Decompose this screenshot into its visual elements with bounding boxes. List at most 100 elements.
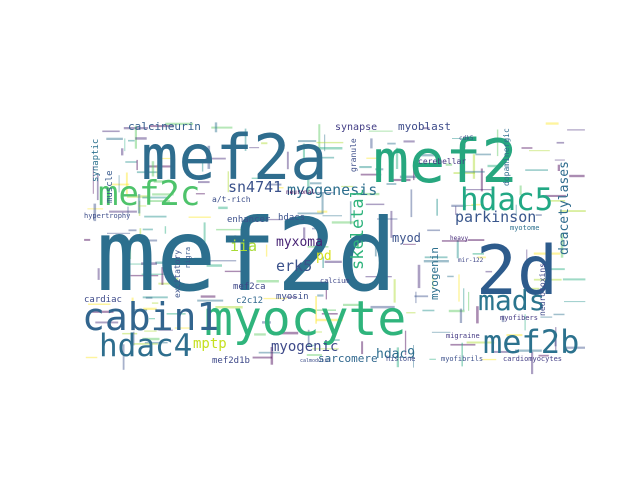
tiny-word-mark xyxy=(526,249,528,267)
word-heavy: heavy xyxy=(450,235,468,242)
tiny-word-mark xyxy=(308,159,322,161)
word-myogenic: myogenic xyxy=(271,339,338,355)
tiny-word-mark xyxy=(305,331,322,333)
tiny-word-mark xyxy=(321,192,324,214)
tiny-word-mark xyxy=(540,316,553,318)
word-mef2b: mef2b xyxy=(483,323,579,361)
tiny-word-mark xyxy=(406,312,416,314)
tiny-word-mark xyxy=(472,154,476,179)
tiny-word-mark xyxy=(560,232,564,258)
tiny-word-mark xyxy=(555,327,557,352)
tiny-word-mark xyxy=(477,256,486,259)
tiny-word-mark xyxy=(263,297,287,300)
tiny-word-mark xyxy=(88,303,111,305)
tiny-word-mark xyxy=(485,270,493,273)
word-enhancer: enhancer xyxy=(227,215,271,225)
tiny-word-mark xyxy=(151,302,159,304)
tiny-word-mark xyxy=(129,240,132,260)
word-hdac5: hdac5 xyxy=(460,182,553,218)
word-cdk5: cdk5 xyxy=(459,135,474,142)
tiny-words-texture xyxy=(84,122,586,375)
tiny-word-mark xyxy=(152,193,174,196)
tiny-word-mark xyxy=(471,203,483,206)
tiny-word-mark xyxy=(130,274,159,277)
tiny-word-mark xyxy=(251,177,269,179)
tiny-word-mark xyxy=(427,229,440,232)
tiny-word-mark xyxy=(144,215,167,218)
tiny-word-mark xyxy=(492,350,510,353)
word-nigra: nigra xyxy=(184,247,192,268)
word-neuronal: neuronal xyxy=(286,189,315,196)
tiny-word-mark xyxy=(244,128,247,151)
tiny-word-mark xyxy=(132,309,148,312)
tiny-word-mark xyxy=(468,291,470,311)
tiny-word-mark xyxy=(390,210,393,238)
tiny-word-mark xyxy=(166,313,186,315)
tiny-word-mark xyxy=(377,218,398,220)
tiny-word-mark xyxy=(118,175,120,193)
word-pd: pd xyxy=(316,249,332,264)
word-neurotoxins: neurotoxins xyxy=(538,263,547,316)
tiny-word-mark xyxy=(524,287,540,290)
tiny-word-mark xyxy=(380,214,383,224)
tiny-word-mark xyxy=(487,164,503,168)
tiny-word-mark xyxy=(135,137,147,140)
tiny-word-mark xyxy=(315,296,317,324)
tiny-word-mark xyxy=(161,157,173,160)
word-hdac9: hdac9 xyxy=(376,347,415,362)
tiny-word-mark xyxy=(307,177,310,193)
tiny-word-mark xyxy=(307,329,310,347)
tiny-word-mark xyxy=(370,138,373,149)
tiny-word-mark xyxy=(312,227,322,230)
word-myotome: myotome xyxy=(510,224,540,232)
tiny-word-mark xyxy=(277,187,284,189)
word-mef2d: mef2d xyxy=(96,197,397,314)
tiny-word-mark xyxy=(297,212,324,215)
tiny-word-mark xyxy=(261,142,268,145)
tiny-word-mark xyxy=(145,296,153,299)
word-erk5: erk5 xyxy=(276,257,312,275)
tiny-word-mark xyxy=(429,358,436,360)
tiny-word-mark xyxy=(107,232,131,234)
tiny-word-mark xyxy=(361,341,364,355)
tiny-word-mark xyxy=(206,264,222,267)
word-myxoma: myxoma xyxy=(276,235,323,250)
tiny-word-mark xyxy=(374,240,377,257)
tiny-word-mark xyxy=(130,263,148,265)
word-calcineurin: calcineurin xyxy=(128,120,201,133)
word-hdac4: hdac4 xyxy=(99,328,192,364)
tiny-word-mark xyxy=(370,305,395,309)
tiny-word-mark xyxy=(134,125,137,149)
tiny-word-mark xyxy=(562,278,586,281)
tiny-word-mark xyxy=(97,268,100,280)
tiny-word-mark xyxy=(312,192,336,194)
tiny-word-mark xyxy=(201,161,204,172)
tiny-word-mark xyxy=(151,161,155,177)
tiny-word-mark xyxy=(386,183,397,185)
tiny-word-mark xyxy=(198,181,210,184)
tiny-word-mark xyxy=(276,331,299,335)
tiny-word-mark xyxy=(317,210,328,213)
tiny-word-mark xyxy=(569,174,585,178)
tiny-word-mark xyxy=(375,168,384,171)
tiny-word-mark xyxy=(125,161,137,163)
tiny-word-mark xyxy=(324,260,342,263)
tiny-word-mark xyxy=(155,261,174,264)
tiny-word-mark xyxy=(453,172,475,174)
tiny-word-mark xyxy=(472,253,484,255)
word-hdacs: hdacs xyxy=(278,213,305,223)
tiny-word-mark xyxy=(126,195,148,198)
tiny-word-mark xyxy=(153,180,166,183)
word-migraine: migraine xyxy=(446,332,480,340)
tiny-word-mark xyxy=(158,329,173,331)
tiny-word-mark xyxy=(525,169,548,171)
tiny-word-mark xyxy=(321,313,338,315)
tiny-word-mark xyxy=(84,238,91,241)
tiny-word-mark xyxy=(286,151,289,170)
word-myod: myod xyxy=(392,231,421,245)
tiny-word-mark xyxy=(158,282,176,285)
tiny-word-mark xyxy=(533,252,561,255)
tiny-word-mark xyxy=(422,127,430,130)
word-mef2c: mef2c xyxy=(98,174,200,214)
word-sarcomere: sarcomere xyxy=(318,352,378,365)
